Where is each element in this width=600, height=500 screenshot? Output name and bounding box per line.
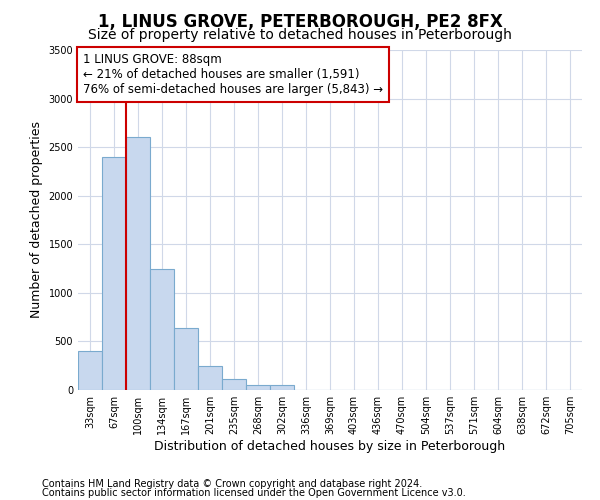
Text: Contains HM Land Registry data © Crown copyright and database right 2024.: Contains HM Land Registry data © Crown c… xyxy=(42,479,422,489)
Text: Size of property relative to detached houses in Peterborough: Size of property relative to detached ho… xyxy=(88,28,512,42)
X-axis label: Distribution of detached houses by size in Peterborough: Distribution of detached houses by size … xyxy=(154,440,506,453)
Text: 1 LINUS GROVE: 88sqm
← 21% of detached houses are smaller (1,591)
76% of semi-de: 1 LINUS GROVE: 88sqm ← 21% of detached h… xyxy=(83,54,383,96)
Bar xyxy=(270,385,294,390)
Text: 1, LINUS GROVE, PETERBOROUGH, PE2 8FX: 1, LINUS GROVE, PETERBOROUGH, PE2 8FX xyxy=(98,12,502,30)
Bar xyxy=(102,157,126,390)
Bar xyxy=(246,385,270,390)
Bar xyxy=(78,351,102,390)
Bar xyxy=(198,366,222,390)
Bar xyxy=(222,380,246,390)
Bar xyxy=(126,138,150,390)
Text: Contains public sector information licensed under the Open Government Licence v3: Contains public sector information licen… xyxy=(42,488,466,498)
Bar xyxy=(150,268,174,390)
Y-axis label: Number of detached properties: Number of detached properties xyxy=(30,122,43,318)
Bar xyxy=(174,328,198,390)
